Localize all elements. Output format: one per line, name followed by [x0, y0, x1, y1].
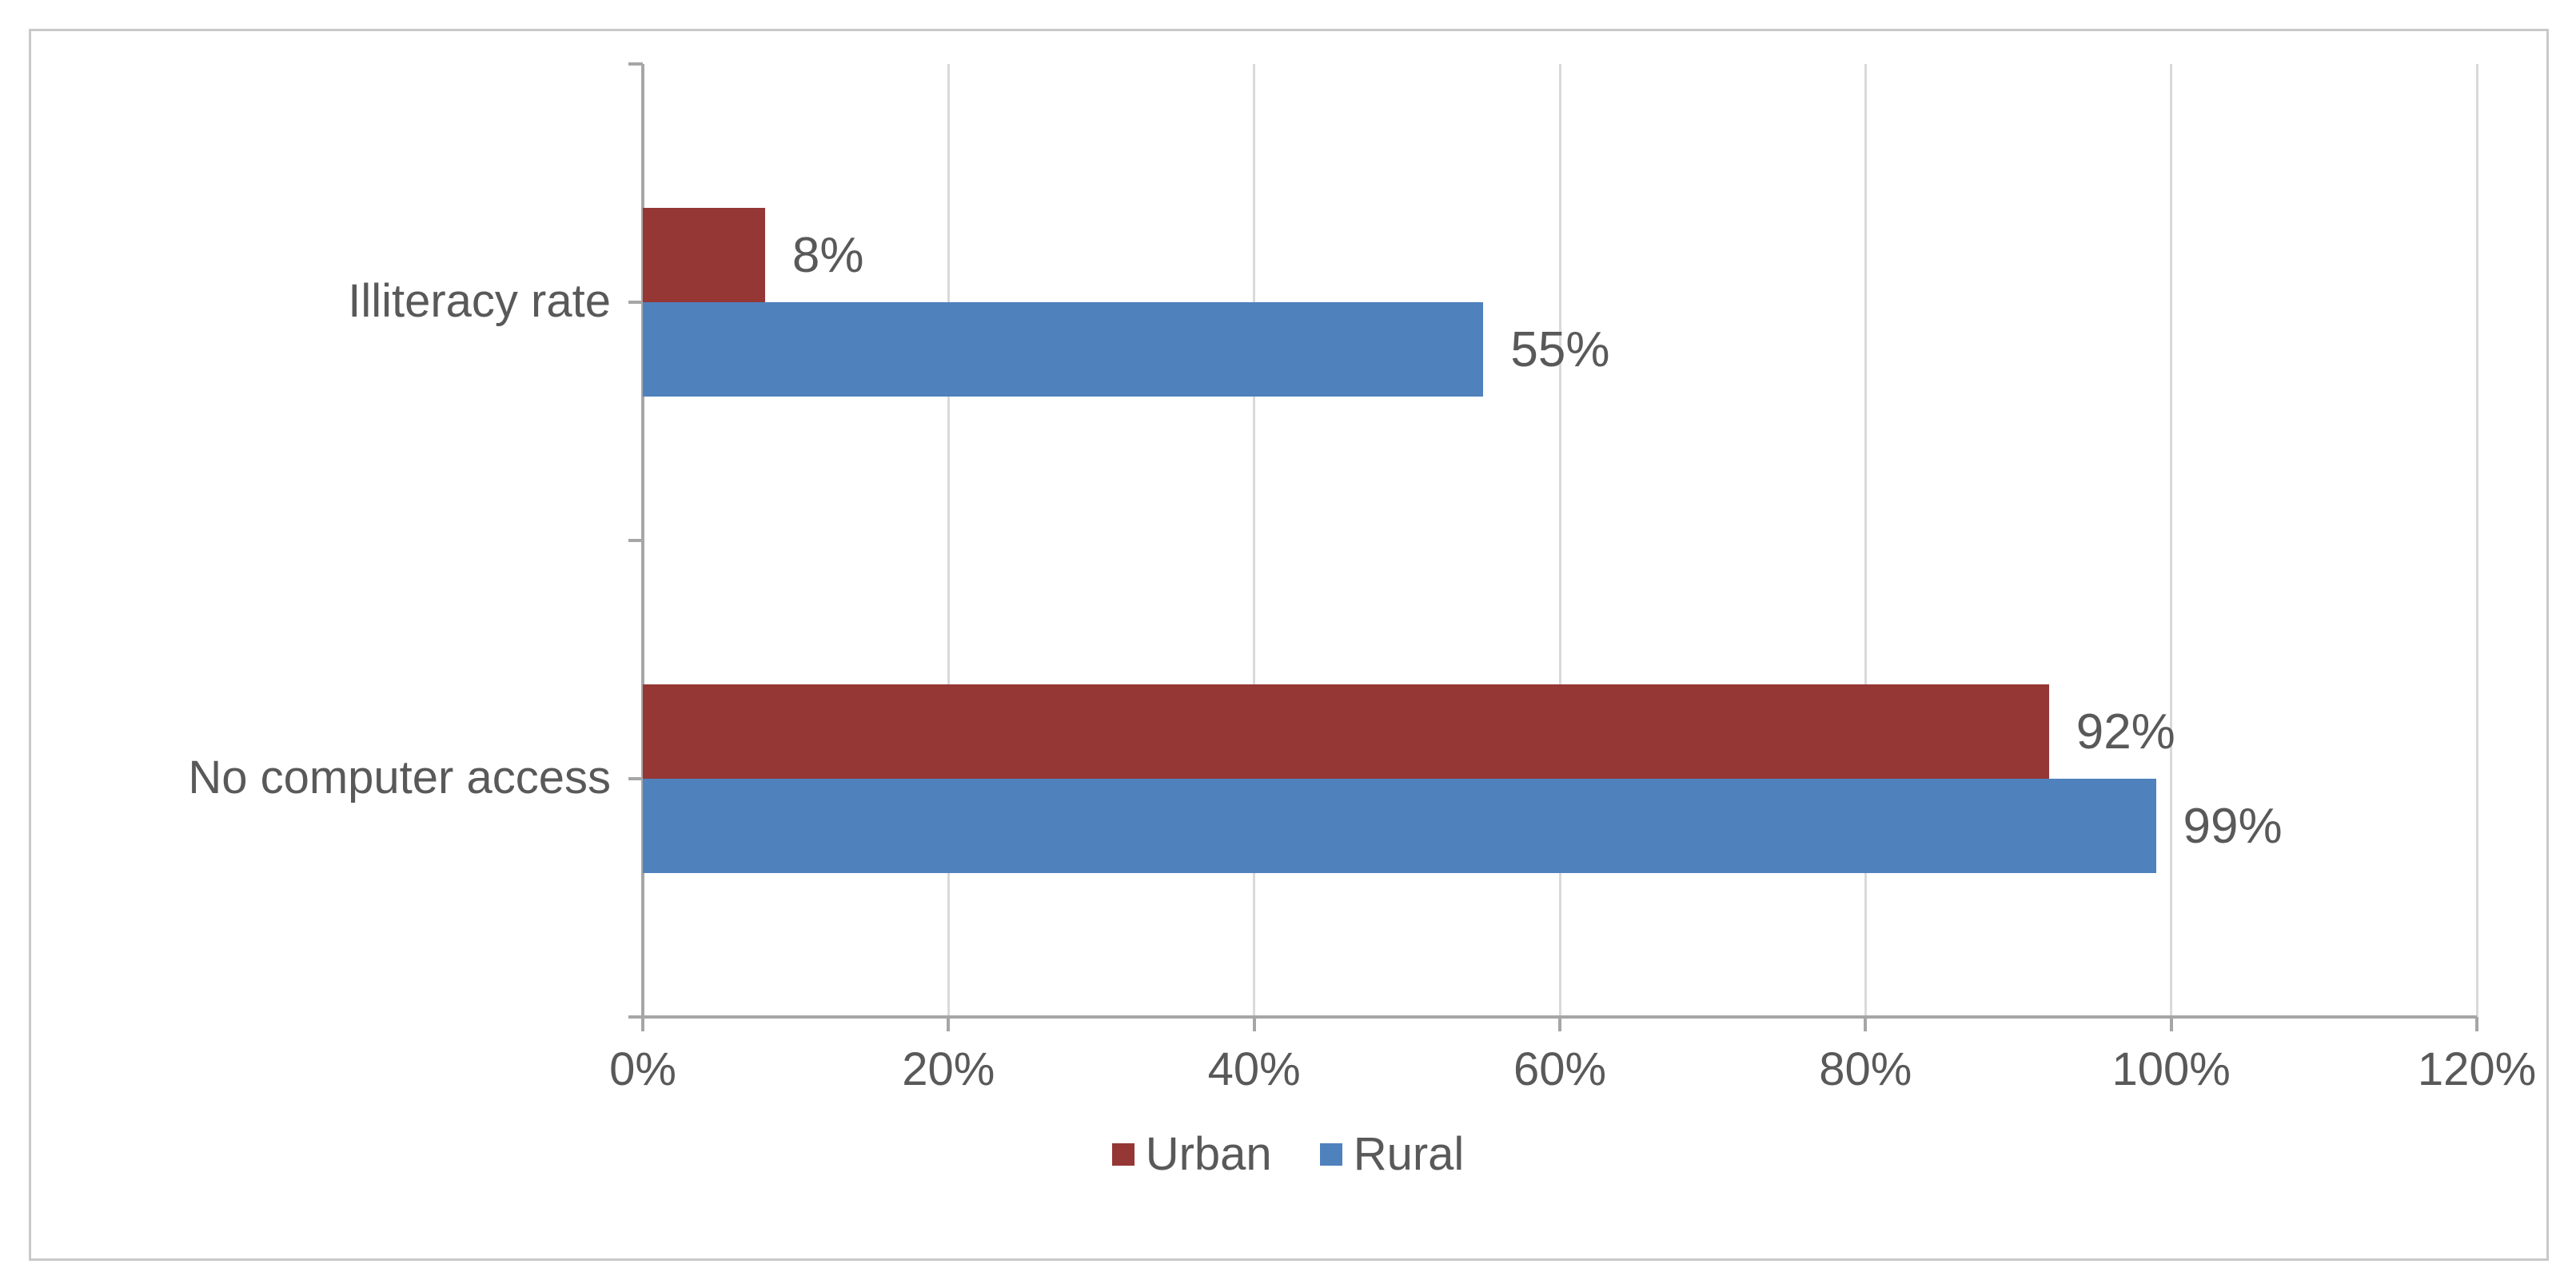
bar-urban: [643, 208, 765, 302]
bar-rural: [643, 302, 1483, 397]
bar-urban: [643, 684, 2049, 779]
x-tick-label: 60%: [1464, 1043, 1656, 1096]
legend-swatch: [1320, 1143, 1342, 1166]
legend-label: Rural: [1354, 1127, 1465, 1181]
x-tick-label: 0%: [547, 1043, 739, 1096]
gridline: [947, 64, 950, 1017]
x-tick-label: 80%: [1769, 1043, 1961, 1096]
legend-swatch: [1112, 1143, 1134, 1166]
x-tick: [1558, 1017, 1561, 1031]
x-tick-label: 20%: [852, 1043, 1044, 1096]
x-tick-label: 100%: [2076, 1043, 2267, 1096]
data-label: 92%: [2076, 704, 2175, 760]
x-tick: [641, 1017, 644, 1031]
x-tick: [1253, 1017, 1256, 1031]
y-tick: [628, 539, 643, 542]
data-label: 99%: [2183, 798, 2283, 855]
x-tick-label: 40%: [1158, 1043, 1350, 1096]
x-tick: [2170, 1017, 2173, 1031]
y-tick: [628, 1015, 643, 1019]
data-label: 8%: [792, 227, 864, 284]
legend-label: Urban: [1146, 1127, 1272, 1181]
data-label: 55%: [1510, 321, 1609, 378]
gridline: [1864, 64, 1867, 1017]
gridline: [2170, 64, 2172, 1017]
category-label: Illiteracy rate: [348, 274, 611, 328]
x-tick: [2475, 1017, 2478, 1031]
y-tick: [628, 301, 643, 304]
gridline: [2476, 64, 2478, 1017]
x-axis-line: [643, 1015, 2477, 1019]
bar-rural: [643, 779, 2156, 873]
legend-item-rural: Rural: [1320, 1127, 1465, 1181]
gridline: [1253, 64, 1255, 1017]
legend: Urban Rural: [0, 1127, 2576, 1181]
x-tick: [947, 1017, 950, 1031]
category-label: No computer access: [188, 751, 611, 804]
x-tick: [1864, 1017, 1867, 1031]
legend-item-urban: Urban: [1112, 1127, 1272, 1181]
gridline: [1559, 64, 1561, 1017]
y-tick: [628, 777, 643, 780]
y-tick: [628, 62, 643, 66]
x-tick-label: 120%: [2381, 1043, 2573, 1096]
